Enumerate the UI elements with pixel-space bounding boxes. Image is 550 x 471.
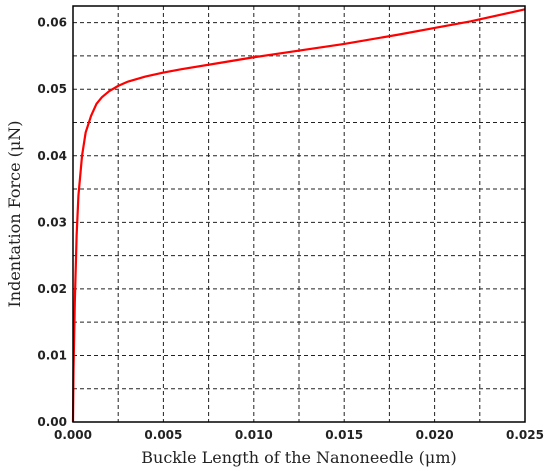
- y-tick-label: 0.04: [37, 149, 67, 163]
- y-tick-label: 0.06: [37, 16, 67, 30]
- x-tick-label: 0.020: [416, 428, 454, 442]
- plot-frame: [72, 5, 526, 423]
- y-tick-label: 0.00: [37, 415, 67, 429]
- y-tick-label: 0.02: [37, 282, 67, 296]
- x-axis-label: Buckle Length of the Nanoneedle (μm): [141, 448, 456, 467]
- y-tick-label: 0.03: [37, 215, 67, 229]
- y-tick-label: 0.01: [37, 348, 67, 362]
- series-layer: [71, 8, 526, 423]
- x-tick-label: 0.025: [506, 428, 544, 442]
- grid: [73, 6, 525, 422]
- series-line-0: [71, 8, 526, 423]
- x-tick-label: 0.015: [325, 428, 363, 442]
- x-tick-label: 0.010: [235, 428, 273, 442]
- y-axis-label: Indentation Force (μN): [5, 120, 24, 307]
- x-tick-label: 0.005: [144, 428, 182, 442]
- tick-labels: 0.000 0.005 0.010 0.015 0.020 0.025 0.00 0.01 0.…: [37, 16, 544, 442]
- x-tick-label: 0.000: [54, 428, 92, 442]
- y-tick-label: 0.05: [37, 82, 67, 96]
